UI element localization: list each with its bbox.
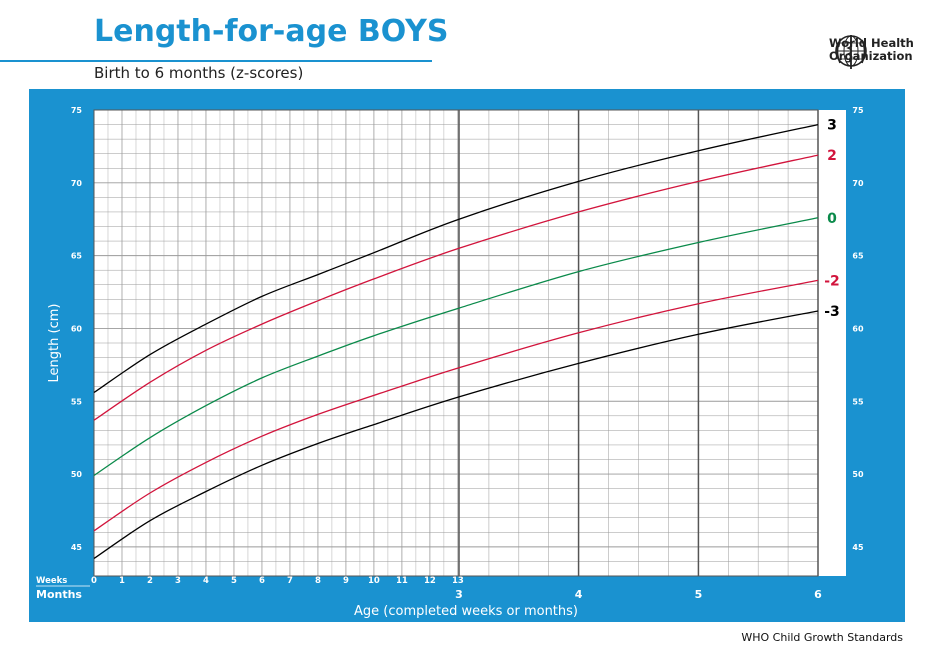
y-tick-label: 55	[852, 397, 864, 406]
chart-subtitle: Birth to 6 months (z-scores)	[94, 64, 304, 82]
week-tick-label: 9	[343, 576, 349, 586]
z-label-2: 2	[827, 148, 837, 164]
y-tick-label: 70	[852, 179, 864, 188]
week-tick-label: 5	[231, 576, 237, 586]
y-tick-label: 65	[71, 252, 83, 261]
y-tick-label: 70	[71, 179, 83, 188]
z-label-3: 3	[827, 118, 837, 134]
weeks-row-label: Weeks	[36, 576, 67, 586]
zlabel-strip	[818, 110, 846, 576]
title-underline	[0, 60, 432, 62]
y-tick-label: 60	[71, 324, 83, 333]
week-tick-label: 4	[203, 576, 209, 586]
grid-lines	[93, 109, 819, 577]
y-tick-label: 45	[852, 543, 864, 552]
month-tick-label: 5	[695, 588, 703, 601]
month-tick-label: 4	[575, 588, 583, 601]
week-tick-label: 10	[368, 576, 380, 586]
week-tick-label: 1	[119, 576, 125, 586]
week-tick-label: 0	[91, 576, 97, 586]
week-tick-label: 2	[147, 576, 153, 586]
week-tick-label: 3	[175, 576, 181, 586]
y-tick-label: 75	[71, 106, 83, 115]
y-tick-label: 45	[71, 543, 83, 552]
y-axis-right: 45 50 55 60 65 70 75	[852, 106, 864, 552]
y-axis-title: Length (cm)	[47, 304, 62, 383]
week-tick-label: 8	[315, 576, 321, 586]
series-line-z3	[93, 123, 819, 394]
month-tick-label: 6	[814, 588, 822, 601]
series-line-z-3	[93, 310, 819, 560]
plot-border	[93, 109, 819, 577]
series-lines	[93, 123, 819, 560]
week-tick-label: 12	[424, 576, 436, 586]
z-label--3: -3	[824, 304, 840, 320]
series-line-z0	[93, 217, 819, 477]
week-tick-label: 6	[259, 576, 265, 586]
y-tick-label: 65	[852, 252, 864, 261]
y-tick-label: 50	[71, 470, 83, 479]
months-row-label: Months	[36, 588, 82, 601]
org-name-line2: Organization	[829, 49, 913, 63]
series-line-z-2	[93, 279, 819, 532]
y-tick-label: 60	[852, 324, 864, 333]
x-axis: 0 1 2 3 4 5 6 7 8 9 10 11 12 133 4 5 6	[91, 576, 822, 601]
month-tick-label: 3	[455, 588, 463, 601]
week-tick-label: 13	[452, 576, 464, 586]
week-tick-label: 7	[287, 576, 293, 586]
y-tick-label: 55	[71, 397, 83, 406]
who-emblem-icon	[835, 35, 867, 69]
week-tick-label: 11	[396, 576, 408, 586]
who-wordmark: World Health Organization	[829, 37, 929, 63]
y-tick-label: 75	[852, 106, 864, 115]
chart-title: Length-for-age BOYS	[94, 14, 449, 49]
y-tick-label: 50	[852, 470, 864, 479]
x-axis-title: Age (completed weeks or months)	[354, 604, 578, 619]
y-axis-left: 45 50 55 60 65 70 75	[71, 106, 83, 552]
footer-note: WHO Child Growth Standards	[741, 631, 903, 644]
z-label--2: -2	[824, 273, 840, 289]
z-label-0: 0	[827, 211, 837, 227]
series-line-z2	[93, 154, 819, 421]
z-score-labels: 3 2 0 -2 -3	[824, 118, 840, 320]
org-name-line1: World Health	[829, 36, 914, 50]
